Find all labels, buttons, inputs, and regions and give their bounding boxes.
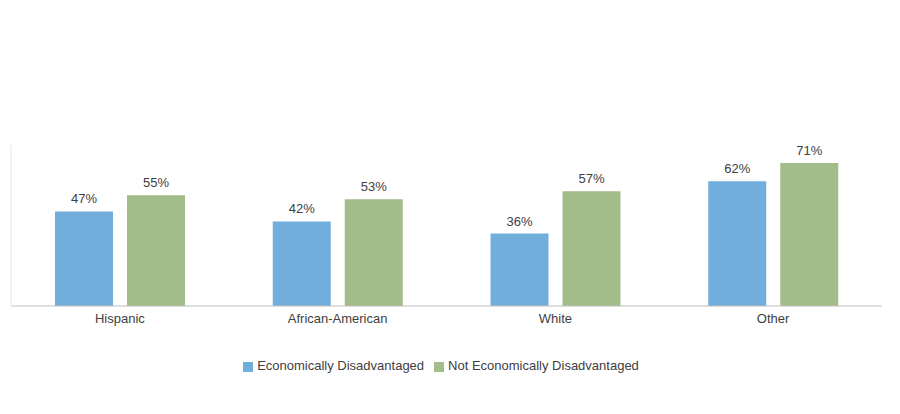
svg-text:47%: 47% — [71, 191, 97, 206]
svg-text:42%: 42% — [289, 201, 315, 216]
svg-text:53%: 53% — [361, 179, 387, 194]
svg-text:57%: 57% — [578, 171, 604, 186]
svg-text:71%: 71% — [796, 143, 822, 158]
svg-text:Other: Other — [757, 311, 790, 326]
svg-text:White: White — [539, 311, 572, 326]
svg-text:African-American: African-American — [288, 311, 388, 326]
svg-text:Hispanic: Hispanic — [95, 311, 145, 326]
html-text:Economically Disadvantaged: Economically Disadvantaged — [257, 358, 425, 373]
svg-text:55%: 55% — [143, 175, 169, 190]
svg-text:36%: 36% — [506, 214, 532, 229]
svg-text:62%: 62% — [724, 161, 750, 176]
html-text:Not Economically Disadvantaged: Not Economically Disadvantaged — [448, 358, 639, 373]
